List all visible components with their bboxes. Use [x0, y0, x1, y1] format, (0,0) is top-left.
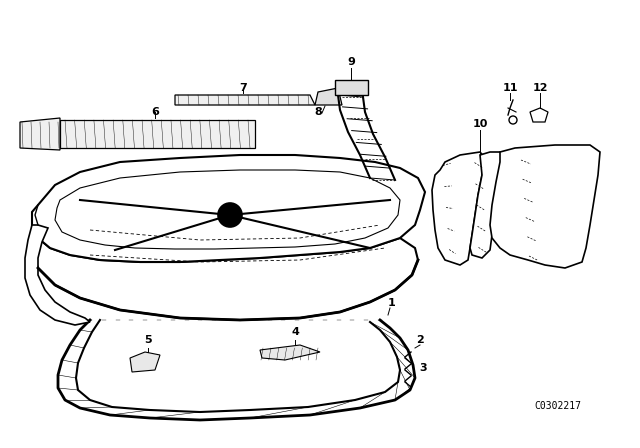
Polygon shape: [60, 120, 255, 148]
Polygon shape: [130, 352, 160, 372]
Text: 1: 1: [388, 298, 396, 308]
Text: 8: 8: [314, 107, 322, 117]
Polygon shape: [432, 152, 485, 265]
Polygon shape: [175, 95, 315, 105]
Text: 4: 4: [291, 327, 299, 337]
Polygon shape: [20, 118, 60, 150]
Polygon shape: [470, 152, 505, 258]
Text: 11: 11: [502, 83, 518, 93]
Circle shape: [509, 116, 517, 124]
Text: C0302217: C0302217: [534, 401, 582, 411]
Text: 12: 12: [532, 83, 548, 93]
Circle shape: [218, 203, 242, 227]
Polygon shape: [260, 345, 320, 360]
Text: 3: 3: [419, 363, 427, 373]
Polygon shape: [55, 170, 400, 249]
Polygon shape: [315, 88, 342, 105]
Polygon shape: [32, 225, 418, 320]
Text: 5: 5: [144, 335, 152, 345]
Text: 2: 2: [416, 335, 424, 345]
Text: 10: 10: [472, 119, 488, 129]
Polygon shape: [25, 225, 90, 325]
Text: 7: 7: [239, 83, 247, 93]
Polygon shape: [530, 108, 548, 122]
Polygon shape: [32, 155, 425, 262]
Text: 6: 6: [151, 107, 159, 117]
Text: 9: 9: [347, 57, 355, 67]
Polygon shape: [490, 145, 600, 268]
Polygon shape: [335, 80, 368, 95]
